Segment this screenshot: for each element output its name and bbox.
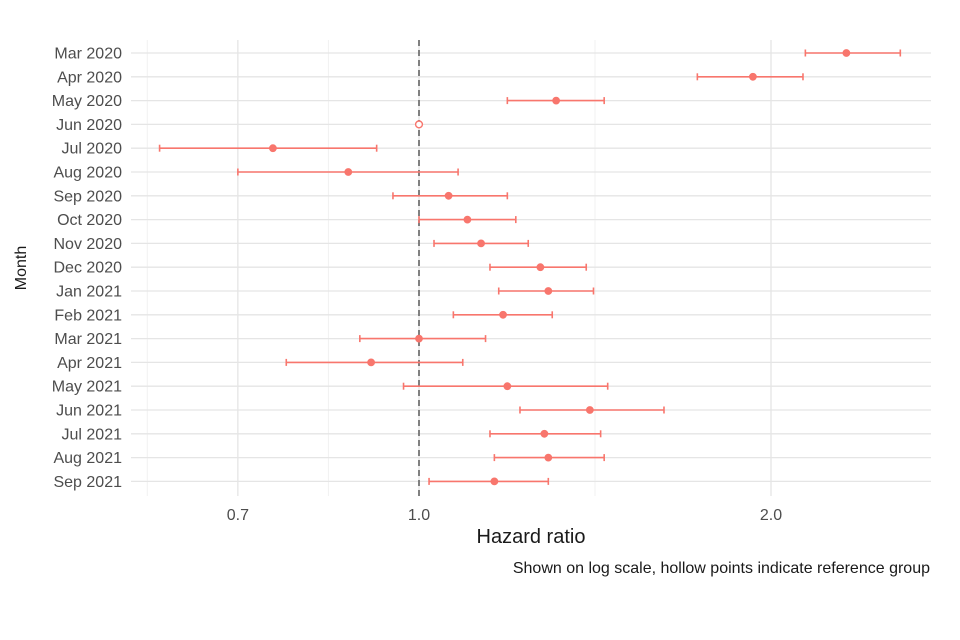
point-estimate: [544, 287, 553, 295]
y-tick-label: May 2021: [52, 379, 122, 396]
point-estimate: [444, 191, 453, 200]
x-axis-title: Hazard ratio: [477, 526, 586, 548]
y-tick-label: Jul 2021: [62, 426, 123, 443]
point-estimate: [344, 168, 353, 176]
y-axis-title: Month: [13, 246, 30, 290]
y-tick-labels: Mar 2020 Apr 2020 May 2020 Jun 2020 Jul 2020…: [52, 46, 122, 491]
x-tick-label: 0.7: [227, 507, 249, 524]
point-estimate: [463, 215, 472, 224]
point-estimate: [490, 477, 499, 486]
y-tick-label: Jan 2021: [56, 284, 122, 301]
x-tick-label: 1.0: [408, 507, 430, 524]
y-tick-label: Apr 2021: [57, 355, 122, 372]
point-estimate: [477, 239, 485, 248]
point-estimate: [749, 72, 757, 81]
y-tick-label: Jun 2020: [56, 117, 122, 134]
point-estimate: [842, 49, 851, 57]
marks-layer: [158, 49, 902, 486]
y-tick-label: Sep 2021: [53, 474, 122, 491]
y-tick-label: Mar 2020: [54, 46, 122, 63]
y-tick-label: Mar 2021: [54, 331, 122, 348]
reference-point: [414, 120, 424, 129]
y-tick-label: Jun 2021: [56, 403, 122, 420]
y-tick-label: Sep 2020: [53, 188, 122, 205]
y-tick-label: May 2020: [52, 93, 122, 110]
point-estimate: [585, 406, 594, 414]
y-tick-label: Nov 2020: [54, 236, 123, 253]
point-estimate: [503, 382, 512, 391]
x-tick-label: 2.0: [760, 507, 782, 524]
point-estimate: [367, 358, 376, 367]
y-tick-label: Feb 2021: [54, 307, 122, 324]
chart-caption: Shown on log scale, hollow points indica…: [513, 560, 930, 577]
point-estimate: [552, 96, 561, 105]
y-tick-label: Aug 2021: [53, 450, 122, 467]
y-tick-label: Apr 2020: [57, 69, 122, 86]
point-estimate: [536, 263, 545, 272]
y-tick-label: Jul 2020: [62, 141, 123, 158]
y-tick-label: Oct 2020: [57, 212, 122, 229]
point-estimate: [540, 429, 549, 438]
x-tick-labels: 0.7 1.0 2.0: [227, 507, 782, 524]
y-tick-label: Aug 2020: [53, 165, 122, 182]
point-estimate: [415, 334, 423, 343]
point-estimate: [269, 144, 277, 153]
point-estimate: [544, 453, 553, 462]
point-estimate: [499, 310, 507, 319]
y-tick-label: Dec 2020: [54, 260, 123, 277]
